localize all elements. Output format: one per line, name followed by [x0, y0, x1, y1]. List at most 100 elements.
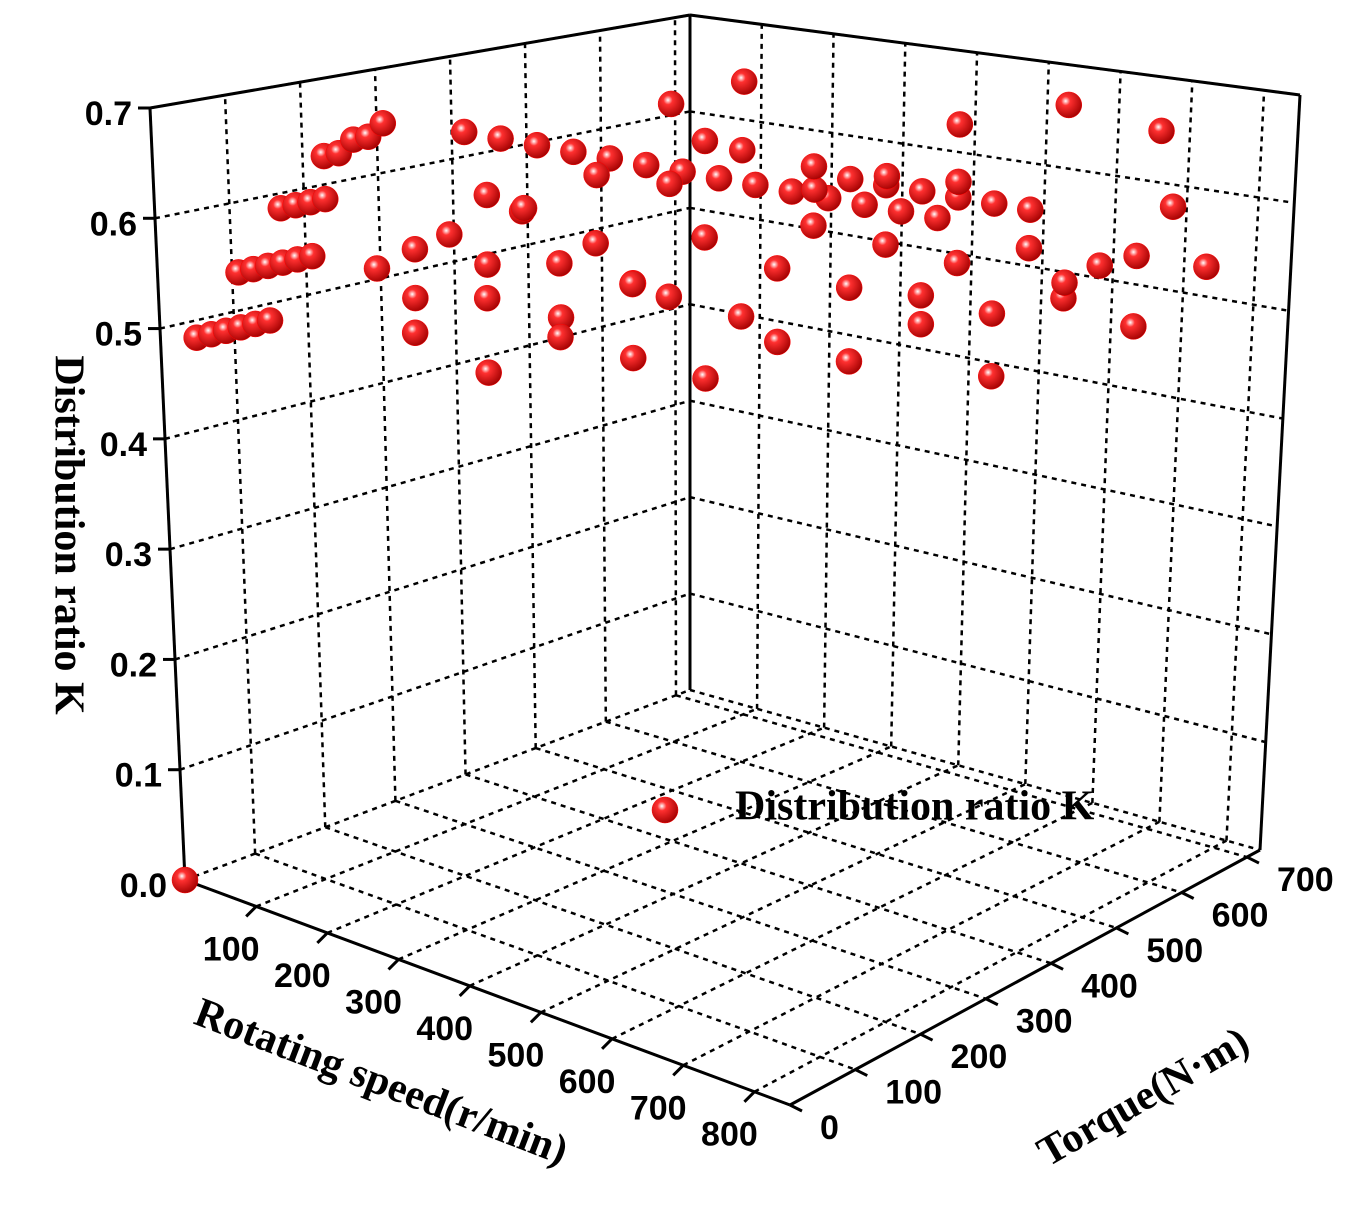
tick-mark	[743, 1090, 756, 1103]
grid-line	[169, 399, 691, 551]
data-point	[656, 170, 683, 198]
grid-line	[675, 694, 1248, 859]
data-point	[730, 68, 758, 95]
grid-line	[448, 56, 467, 775]
data-point	[1123, 242, 1150, 270]
data-point	[691, 224, 718, 251]
data-point	[981, 190, 1008, 217]
legend-marker	[651, 796, 679, 824]
data-point	[619, 270, 646, 298]
grid-line	[184, 688, 691, 882]
data-point	[801, 176, 828, 203]
data-point	[1159, 193, 1187, 220]
grid-line	[398, 745, 892, 961]
tick-mark	[789, 1103, 803, 1113]
data-point	[924, 204, 951, 232]
grid-line	[689, 688, 1261, 852]
data-point	[800, 212, 827, 239]
grid-line	[689, 399, 1278, 528]
legend-label: Distribution ratio K	[735, 784, 1095, 830]
z-tick-label: 0.0	[120, 867, 167, 905]
x-tick-label: 300	[345, 983, 402, 1021]
data-point	[1086, 252, 1113, 279]
tick-mark	[985, 997, 999, 1007]
data-point	[1148, 117, 1175, 145]
data-point	[299, 242, 326, 270]
tick-mark	[245, 905, 258, 918]
x-tick-label: 100	[203, 930, 260, 968]
x-tick-label: 600	[559, 1063, 616, 1101]
data-point	[402, 284, 429, 312]
z-tick-label: 0.7	[85, 95, 132, 133]
axis-line	[184, 878, 791, 1107]
data-point	[763, 255, 791, 282]
axis-line	[1258, 94, 1302, 851]
z-axis-title: Distribution ratio K	[45, 355, 91, 715]
data-point	[1193, 253, 1220, 281]
data-point	[705, 165, 733, 192]
grid-line	[1158, 80, 1194, 822]
grid-line	[174, 495, 691, 661]
z-tick-label: 0.3	[105, 536, 152, 574]
data-point	[800, 153, 828, 180]
data-point	[1051, 269, 1078, 296]
z-tick-label: 0.2	[110, 646, 157, 684]
data-point	[907, 282, 935, 309]
data-point	[475, 359, 502, 386]
grid-line	[605, 720, 1183, 894]
grid-line	[535, 746, 1117, 930]
grid-line	[689, 303, 1284, 420]
grid-line	[523, 43, 537, 749]
data-point	[655, 283, 683, 311]
y-axis-title: Torque(N·m)	[1030, 1018, 1257, 1176]
data-point	[907, 310, 935, 338]
y-tick-label: 400	[1081, 967, 1138, 1005]
z-tick-label: 0.1	[115, 757, 162, 795]
tick-mark	[458, 984, 471, 997]
data-point	[851, 191, 878, 219]
y-tick-label: 300	[1016, 1003, 1073, 1041]
grid-line	[255, 707, 758, 908]
data-point	[523, 131, 551, 159]
grid-line	[1024, 62, 1051, 785]
data-point	[473, 181, 501, 209]
data-point	[946, 111, 974, 138]
grid-line	[689, 206, 1289, 312]
grid-line	[254, 852, 856, 1071]
data-point	[487, 125, 514, 152]
data-point	[909, 178, 936, 205]
grid-line	[1225, 90, 1266, 841]
data-point	[943, 249, 971, 277]
grid-line	[689, 110, 1295, 205]
grid-line	[326, 726, 825, 935]
data-point	[729, 136, 756, 164]
data-point	[369, 110, 397, 137]
legend: Distribution ratio K	[651, 784, 1095, 830]
data-point	[657, 90, 685, 118]
data-point	[837, 165, 864, 193]
grid-line	[822, 33, 835, 728]
data-point	[1120, 313, 1147, 340]
data-point	[1055, 91, 1083, 119]
y-tick-label: 200	[951, 1038, 1008, 1076]
data-point	[474, 251, 501, 278]
grid-line	[689, 592, 1267, 744]
data-point	[945, 168, 972, 196]
data-point	[560, 138, 587, 166]
grid-line	[1091, 71, 1122, 803]
tick-mark	[1050, 961, 1064, 971]
data-point	[742, 171, 769, 199]
grid-line	[465, 773, 1052, 965]
x-tick-label: 700	[630, 1089, 687, 1127]
data-point	[692, 365, 719, 392]
tick-mark	[919, 1032, 934, 1042]
tick-mark	[316, 931, 329, 945]
data-point	[582, 229, 609, 257]
grid-line	[223, 95, 257, 854]
data-point	[401, 319, 429, 347]
tick-mark	[387, 958, 400, 971]
data-point	[547, 323, 574, 351]
data-point	[872, 231, 899, 258]
data-point	[436, 221, 463, 248]
